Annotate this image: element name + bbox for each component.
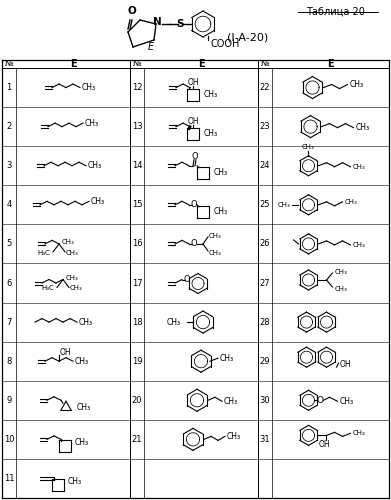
Text: CH₃: CH₃ [167,318,181,326]
Text: 28: 28 [260,318,270,326]
Text: 23: 23 [260,122,270,131]
Text: CH₃: CH₃ [227,432,241,441]
Text: CH₃: CH₃ [209,233,222,239]
Text: 4: 4 [6,200,12,209]
Text: №: № [133,60,142,68]
Text: CH₃: CH₃ [209,250,222,256]
Text: 29: 29 [260,356,270,366]
Text: CH₃: CH₃ [75,438,89,447]
Text: Таблица 20: Таблица 20 [305,7,364,17]
Text: O: O [192,152,198,161]
Text: CH₃: CH₃ [350,80,364,89]
Text: H₃C: H₃C [37,250,50,256]
Text: CH₃: CH₃ [68,477,82,486]
Text: OH: OH [60,348,72,356]
Text: 21: 21 [132,435,142,444]
Text: O: O [184,275,190,284]
Text: OH: OH [187,78,199,87]
Text: O: O [317,396,324,405]
Text: CH₃: CH₃ [70,286,83,292]
Text: 25: 25 [260,200,270,209]
Text: 15: 15 [132,200,142,209]
Text: E: E [70,59,76,69]
Text: CH₃: CH₃ [85,118,99,128]
Text: 11: 11 [4,474,14,483]
Text: 20: 20 [132,396,142,405]
Text: 6: 6 [6,278,12,287]
Text: №: № [5,60,13,68]
Text: CH₃: CH₃ [66,274,79,280]
Text: 12: 12 [132,83,142,92]
Text: 19: 19 [132,356,142,366]
Text: CH₃: CH₃ [353,242,365,248]
Text: 10: 10 [4,435,14,444]
Text: OH: OH [187,117,199,126]
Text: COOH: COOH [211,39,240,49]
Text: CH₃: CH₃ [204,129,218,138]
Text: N: N [152,17,161,27]
Text: CH₃: CH₃ [334,286,347,292]
Text: O: O [191,200,197,209]
Text: 24: 24 [260,161,270,170]
Text: CH₃: CH₃ [278,202,291,208]
Text: OH: OH [339,360,351,368]
Text: CH₃: CH₃ [204,90,218,99]
Text: OH: OH [319,440,330,449]
Text: 13: 13 [132,122,142,131]
Text: 5: 5 [6,240,12,248]
Text: 3: 3 [6,161,12,170]
Text: 31: 31 [260,435,270,444]
Text: CH₃: CH₃ [62,239,75,245]
Text: CH₃: CH₃ [66,250,79,256]
Text: CH₃: CH₃ [75,356,89,366]
Text: CH₃: CH₃ [353,430,365,436]
Text: E: E [327,59,334,69]
Text: 1: 1 [6,83,12,92]
Text: CH₃: CH₃ [214,168,228,177]
Text: CH₃: CH₃ [220,354,234,362]
Text: 16: 16 [132,240,142,248]
Text: E: E [198,59,204,69]
Text: S: S [176,19,184,29]
Text: 9: 9 [6,396,12,405]
Text: 27: 27 [260,278,270,287]
Text: CH₃: CH₃ [339,397,353,406]
Text: 26: 26 [260,240,270,248]
Text: CH₃: CH₃ [88,161,102,170]
Text: CH₃: CH₃ [224,397,238,406]
Text: CH₃: CH₃ [77,403,91,412]
Text: E: E [148,42,154,52]
Text: №: № [261,60,269,68]
Text: CH₃: CH₃ [302,144,315,150]
Text: CH₃: CH₃ [334,269,347,275]
Text: O: O [127,6,136,16]
Text: 22: 22 [260,83,270,92]
Text: 14: 14 [132,161,142,170]
Text: 2: 2 [6,122,12,131]
Text: CH₃: CH₃ [355,123,369,132]
Text: CH₃: CH₃ [214,208,228,216]
Text: O: O [191,240,197,248]
Text: 8: 8 [6,356,12,366]
Text: CH₃: CH₃ [353,164,365,170]
Text: CH₃: CH₃ [79,318,93,326]
Text: (I-A-20): (I-A-20) [228,33,269,43]
Text: CH₃: CH₃ [344,199,357,205]
Text: H₃C: H₃C [41,286,54,292]
Text: CH₃: CH₃ [82,83,96,92]
Text: CH₃: CH₃ [91,197,105,206]
Text: 30: 30 [260,396,270,405]
Text: 17: 17 [132,278,142,287]
Text: 7: 7 [6,318,12,326]
Text: 18: 18 [132,318,142,326]
